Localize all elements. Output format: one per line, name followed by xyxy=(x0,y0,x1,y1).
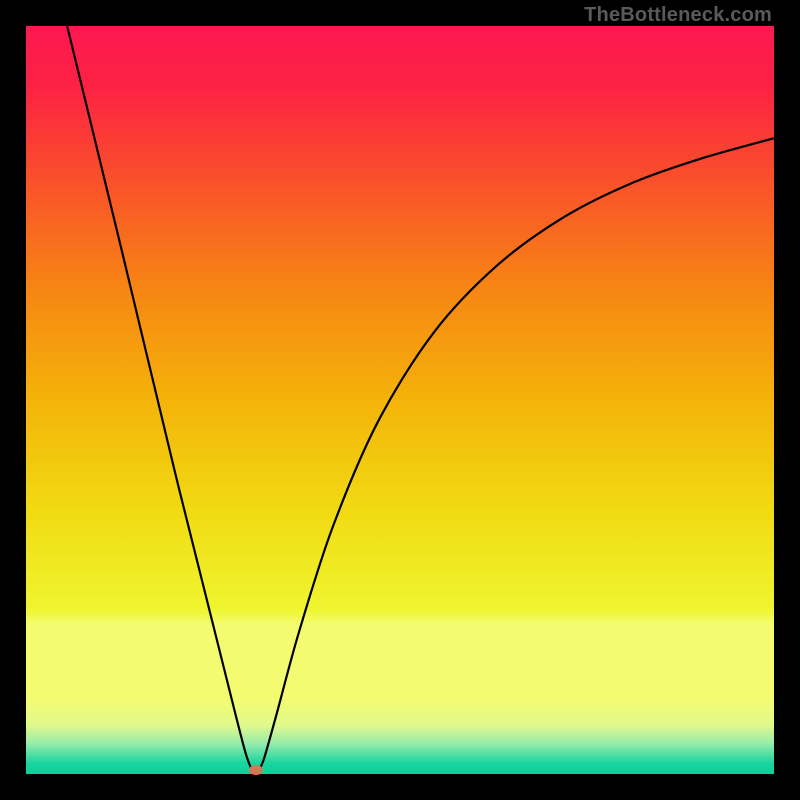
watermark-text: TheBottleneck.com xyxy=(584,4,772,27)
curve-left-branch xyxy=(67,26,254,772)
minimum-marker xyxy=(249,765,263,775)
plot-area xyxy=(26,26,774,774)
curve-right-branch xyxy=(258,138,774,772)
bottleneck-curve xyxy=(26,26,774,774)
